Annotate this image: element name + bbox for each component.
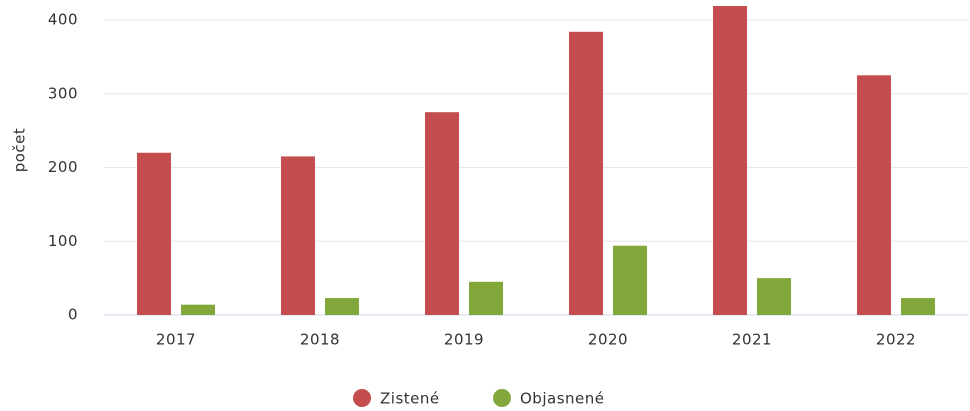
y-axis-label: počet xyxy=(11,128,29,173)
bar xyxy=(181,304,215,315)
bar xyxy=(857,75,891,315)
legend-marker xyxy=(353,389,371,407)
bar xyxy=(281,156,315,315)
x-tick-label: 2020 xyxy=(588,331,628,349)
x-tick-label: 2021 xyxy=(732,331,772,349)
legend-marker xyxy=(493,389,511,407)
bar xyxy=(901,298,935,315)
bar xyxy=(569,31,603,316)
bar xyxy=(137,152,171,315)
x-tick-label: 2017 xyxy=(156,331,196,349)
bar xyxy=(757,278,791,315)
bar xyxy=(425,112,459,315)
y-tick-label: 400 xyxy=(48,11,78,29)
legend-label: Zistené xyxy=(380,390,440,408)
x-tick-label: 2019 xyxy=(444,331,484,349)
x-tick-label: 2018 xyxy=(300,331,340,349)
y-tick-label: 300 xyxy=(48,84,78,102)
bar xyxy=(713,5,747,316)
bar xyxy=(469,281,503,315)
x-tick-label: 2022 xyxy=(876,331,916,349)
legend-label: Objasnené xyxy=(520,390,604,408)
y-tick-label: 200 xyxy=(48,158,78,176)
y-tick-label: 0 xyxy=(68,306,78,324)
bar xyxy=(613,245,647,315)
y-tick-label: 100 xyxy=(48,232,78,250)
bar xyxy=(325,298,359,315)
